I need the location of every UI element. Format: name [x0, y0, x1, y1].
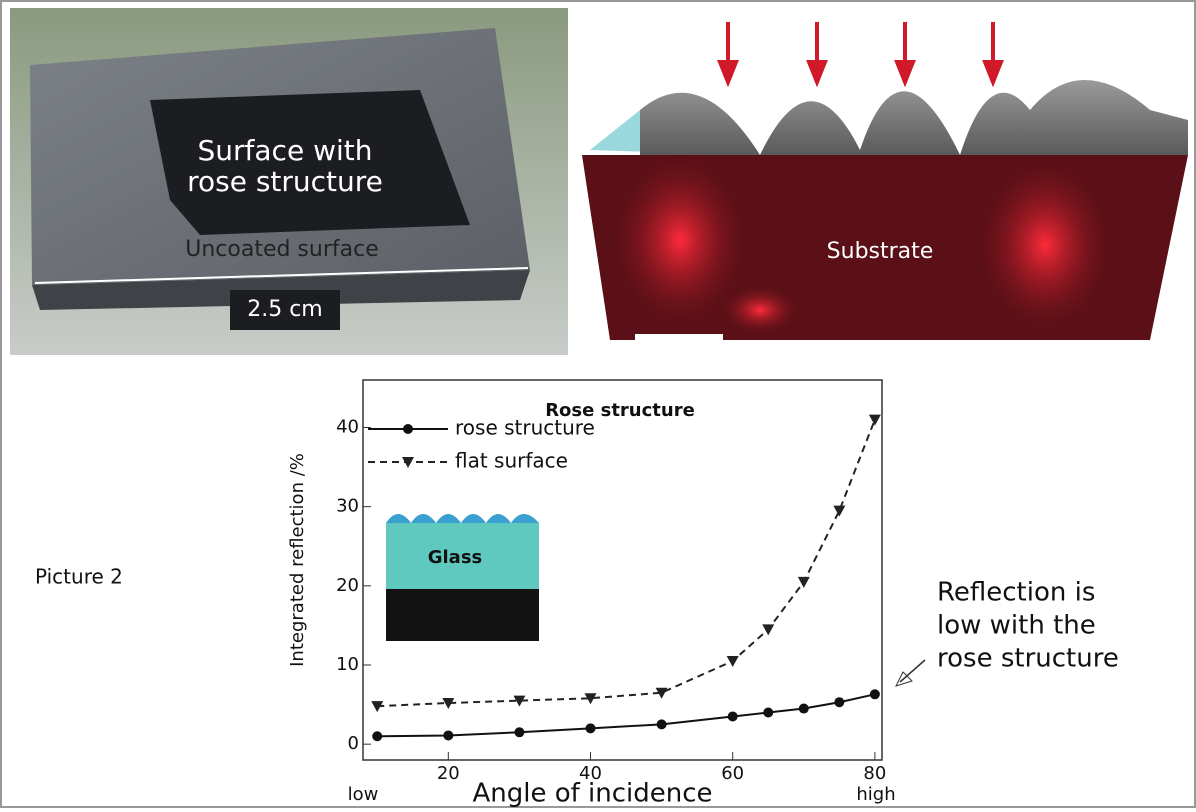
- photo-label: 2.5 cm: [247, 297, 323, 322]
- data-point: [586, 723, 596, 733]
- data-point: [870, 689, 880, 699]
- annotation: Reflection is: [937, 578, 1095, 608]
- photo-left: Surface with rose structure Uncoated sur…: [10, 8, 568, 355]
- photo-label: Surface with: [198, 134, 373, 167]
- photo-label: Uncoated surface: [185, 237, 379, 262]
- data-point: [443, 730, 453, 740]
- inset-label: Glass: [428, 547, 483, 568]
- legend-label: flat surface: [455, 449, 568, 473]
- data-point: [799, 704, 809, 714]
- data-point: [657, 719, 667, 729]
- x-axis-label: Angle of incidence: [472, 779, 712, 809]
- legend-label: rose structure: [455, 416, 595, 440]
- x-tick-label: 20: [437, 763, 460, 784]
- y-tick-label: 10: [336, 654, 359, 675]
- data-point: [728, 711, 738, 721]
- x-tick-label: 60: [721, 763, 744, 784]
- y-axis-label: Integrated reflection /%: [287, 453, 308, 667]
- side-label: Picture 2: [35, 565, 123, 589]
- data-point: [763, 708, 773, 718]
- y-tick-label: 30: [336, 496, 359, 517]
- y-tick-label: 40: [336, 417, 359, 438]
- data-point: [514, 727, 524, 737]
- legend-marker: [403, 424, 413, 434]
- photo-label: Substrate: [827, 239, 934, 264]
- annotation: low with the: [937, 611, 1096, 641]
- figure: Surface with rose structure Uncoated sur…: [0, 0, 1196, 808]
- data-point: [372, 731, 382, 741]
- x-range-label: low: [348, 784, 379, 805]
- x-range-label: high: [856, 784, 895, 805]
- photo-right: Substrate: [578, 8, 1190, 355]
- photo-label: rose structure: [187, 165, 383, 198]
- y-tick-label: 20: [336, 575, 359, 596]
- data-point: [834, 697, 844, 707]
- annotation: rose structure: [937, 644, 1119, 674]
- x-tick-label: 80: [863, 763, 886, 784]
- y-tick-label: 0: [348, 733, 359, 754]
- inset-base: [386, 589, 539, 641]
